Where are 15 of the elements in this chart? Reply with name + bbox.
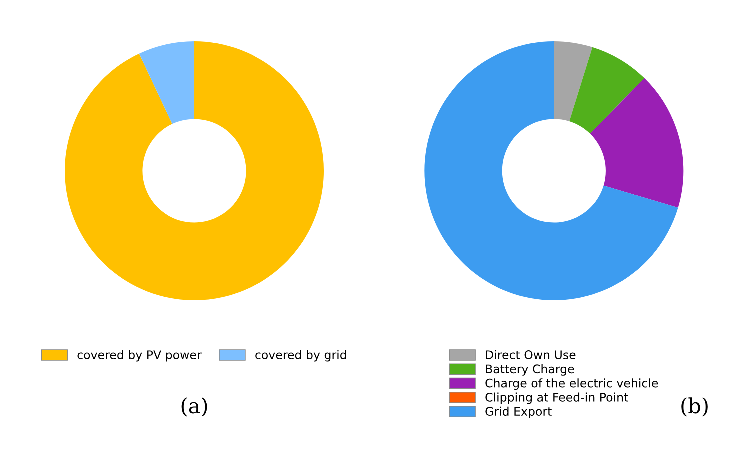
legend-label: Clipping at Feed-in Point [486,392,628,404]
legend-label: Grid Export [486,406,552,418]
donut-slice [424,41,678,300]
donut-slice [570,47,645,134]
legend-label: covered by grid [256,350,346,362]
text: (a) [182,398,208,417]
donut-slice [590,78,684,208]
legend-label: Direct Own Use [486,350,576,360]
donut-slice [65,41,324,300]
legend-label: Charge of the electric vehicle [486,378,658,390]
donut-slice [139,41,195,124]
text: (b) [682,398,708,417]
donut-slice [554,41,593,122]
legend-label: Battery Charge [486,364,574,376]
legend-label: covered by PV power [78,350,202,362]
